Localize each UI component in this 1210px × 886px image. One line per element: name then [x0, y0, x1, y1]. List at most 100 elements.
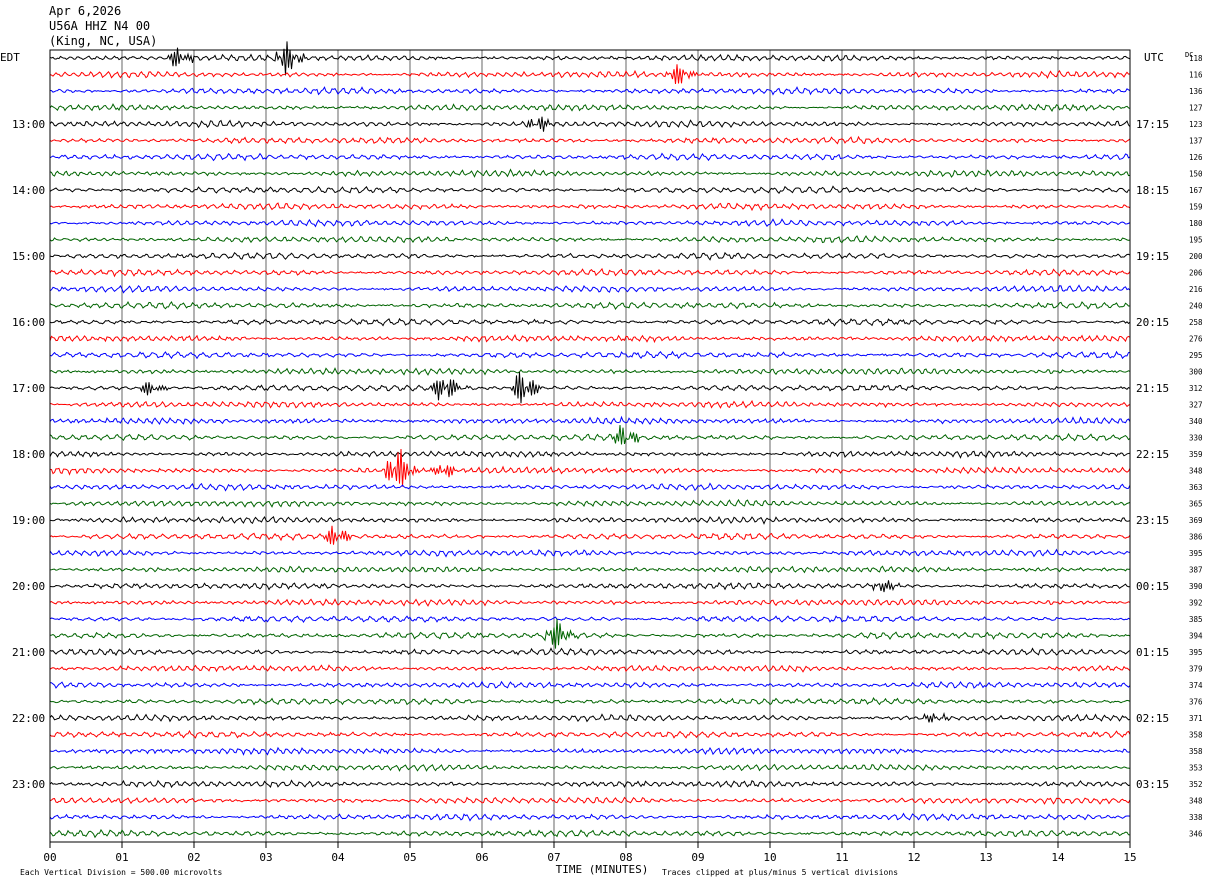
trace-line-21 [49, 399, 1131, 409]
edt-hour-labels: 13:00 14:00 15:00 16:00 17:00 18:00 19:00 20:00… [12, 118, 45, 791]
dc-offset-label: 386 [1189, 533, 1203, 542]
dc-offset-label: 240 [1189, 302, 1203, 311]
x-tick-label: 15 [1123, 851, 1136, 864]
dc-offset-label: 136 [1189, 87, 1203, 96]
dc-offset-label: 358 [1189, 747, 1203, 756]
header-station: U56A HHZ N4 00 [49, 19, 151, 33]
edt-hour-label: 14:00 [12, 184, 45, 197]
trace-line-10 [49, 218, 1131, 228]
trace-line-35 [49, 618, 1131, 649]
trace-line-44 [49, 779, 1131, 789]
x-tick-label: 12 [907, 851, 920, 864]
edt-hour-label: 19:00 [12, 514, 45, 527]
edt-hour-label: 17:00 [12, 382, 45, 395]
dc-offset-label: 358 [1189, 731, 1203, 740]
dc-offset-label: 126 [1189, 153, 1203, 162]
trace-line-43 [49, 763, 1131, 772]
dc-offset-label: 352 [1189, 780, 1203, 789]
dc-offset-label: 395 [1189, 648, 1203, 657]
x-tick-label: 03 [259, 851, 272, 864]
trace-line-28 [49, 515, 1131, 525]
dc-offset-label: 180 [1189, 219, 1203, 228]
utc-label: UTC [1144, 51, 1164, 64]
trace-line-34 [49, 615, 1131, 623]
dc-offset-label: 376 [1189, 698, 1203, 707]
dc-offset-label: 385 [1189, 615, 1203, 624]
trace-line-37 [49, 664, 1131, 673]
trace-line-3 [49, 103, 1131, 112]
dc-offset-label: 390 [1189, 582, 1203, 591]
trace-line-8 [49, 185, 1131, 195]
dc-offset-label: 127 [1189, 104, 1203, 113]
header-location: (King, NC, USA) [49, 34, 158, 48]
dc-offset-label: 150 [1189, 170, 1203, 179]
trace-line-17 [49, 334, 1131, 344]
x-tick-label: 08 [619, 851, 632, 864]
dc-offset-label: 258 [1189, 318, 1203, 327]
utc-hour-label: 23:15 [1136, 514, 1169, 527]
trace-line-15 [49, 300, 1131, 310]
edt-hour-label: 23:00 [12, 778, 45, 791]
dc-offset-label: 295 [1189, 351, 1203, 360]
dc-offset-label: 379 [1189, 665, 1203, 674]
footer-scale-note: Each Vertical Division = 500.00 microvol… [20, 868, 222, 877]
x-tick-label: 11 [835, 851, 848, 864]
minute-gridlines [121, 50, 1059, 842]
dc-offset-label: 387 [1189, 566, 1203, 575]
edt-hour-label: 20:00 [12, 580, 45, 593]
x-tick-label: 05 [403, 851, 416, 864]
trace-line-26 [49, 482, 1131, 492]
dc-offset-label: 346 [1189, 830, 1203, 839]
x-tick-label: 09 [691, 851, 704, 864]
trace-line-46 [49, 812, 1131, 822]
dc-offset-label: 312 [1189, 384, 1203, 393]
edt-hour-label: 21:00 [12, 646, 45, 659]
dc-offset-label: 348 [1189, 467, 1203, 476]
x-tick-label: 07 [547, 851, 560, 864]
utc-hour-label: 21:15 [1136, 382, 1169, 395]
dc-offset-label: 300 [1189, 368, 1203, 377]
plot-frame [49, 49, 1131, 843]
utc-hour-label: 03:15 [1136, 778, 1169, 791]
trace-line-33 [49, 598, 1131, 607]
trace-line-40 [49, 712, 1131, 723]
dc-label: DC [1185, 51, 1193, 59]
trace-line-5 [49, 135, 1131, 145]
trace-line-11 [49, 235, 1131, 244]
x-axis-ticks: 00 01 02 03 04 05 06 07 08 09 10 11 12 13 14 15 [43, 842, 1137, 864]
dc-offset-label: 116 [1189, 71, 1203, 80]
dc-offset-label: 353 [1189, 764, 1203, 773]
trace-line-18 [49, 350, 1131, 360]
dc-offset-label: 330 [1189, 434, 1203, 443]
trace-line-9 [49, 202, 1131, 212]
dc-offset-label: 338 [1189, 813, 1203, 822]
dc-offset-label: 159 [1189, 203, 1203, 212]
trace-line-30 [49, 548, 1131, 558]
dc-offset-label: 327 [1189, 401, 1203, 410]
dc-offset-label: 365 [1189, 500, 1203, 509]
utc-hour-label: 18:15 [1136, 184, 1169, 197]
dc-offset-label: 359 [1189, 450, 1203, 459]
trace-line-39 [49, 697, 1131, 706]
utc-hour-label: 20:15 [1136, 316, 1169, 329]
trace-line-6 [49, 152, 1131, 162]
trace-line-29 [49, 525, 1131, 545]
edt-hour-label: 16:00 [12, 316, 45, 329]
edt-hour-label: 15:00 [12, 250, 45, 263]
x-tick-label: 10 [763, 851, 776, 864]
dc-offset-label: 167 [1189, 186, 1203, 195]
trace-line-27 [49, 498, 1131, 508]
utc-hour-label: 02:15 [1136, 712, 1169, 725]
x-axis-title: TIME (MINUTES) [556, 863, 649, 876]
dc-offset-label: 118 [1189, 54, 1203, 63]
dc-offset-label: 216 [1189, 285, 1203, 294]
trace-line-47 [49, 828, 1131, 839]
dc-offset-label: 340 [1189, 417, 1203, 426]
x-tick-label: 14 [1051, 851, 1065, 864]
trace-line-38 [49, 680, 1131, 689]
dc-offset-label: 137 [1189, 137, 1203, 146]
trace-line-1 [49, 64, 1131, 84]
trace-line-24 [49, 450, 1131, 459]
seismic-traces [49, 41, 1131, 839]
trace-line-19 [49, 367, 1131, 376]
